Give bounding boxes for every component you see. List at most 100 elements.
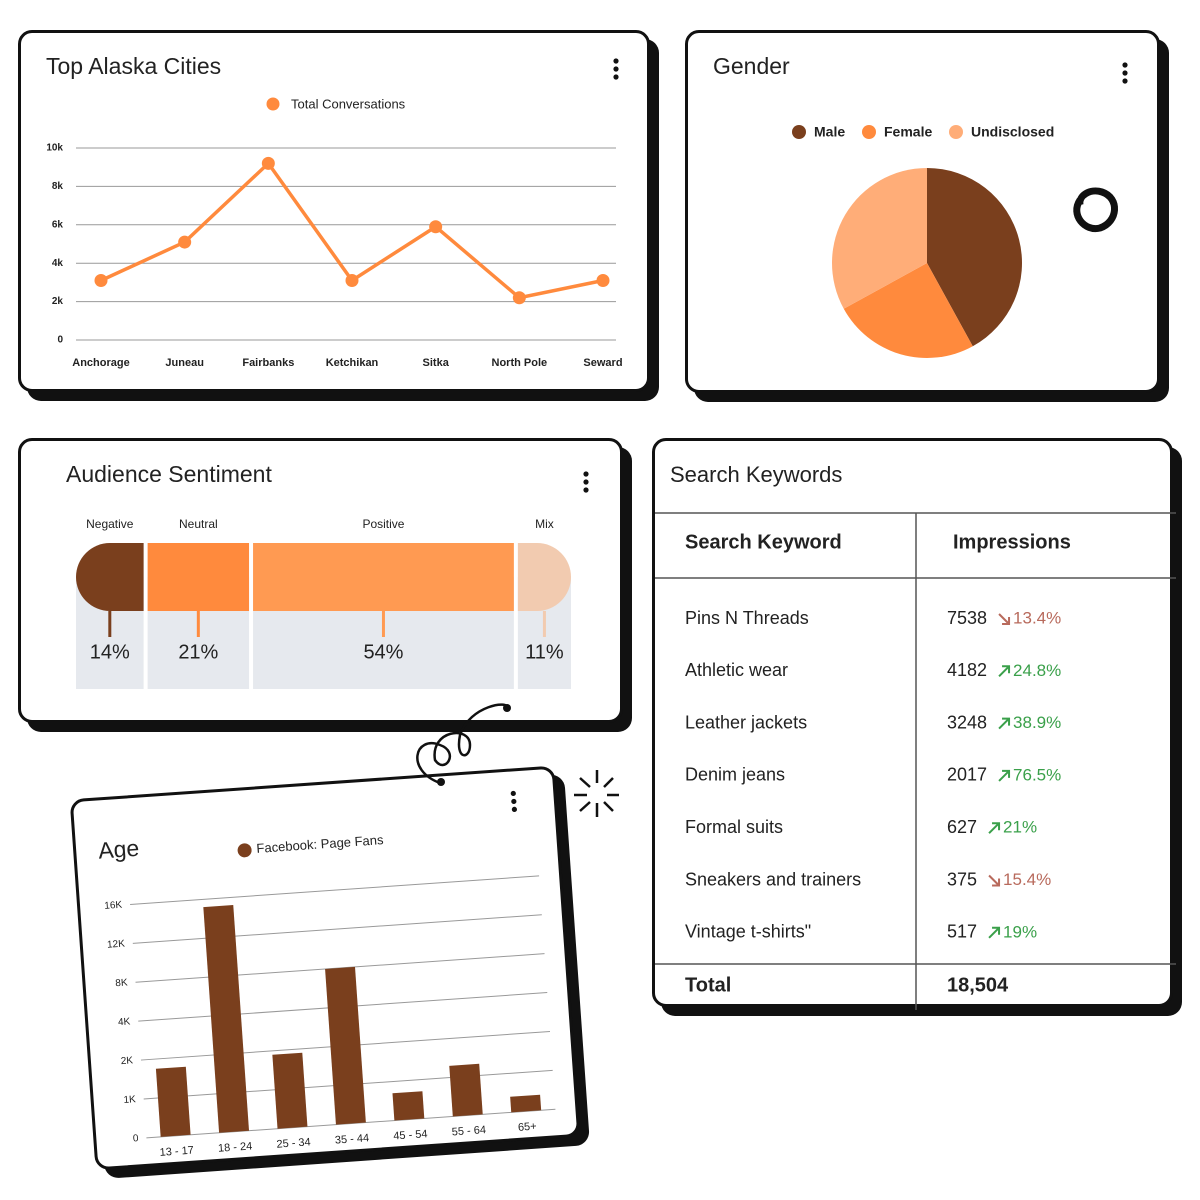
x-tick-label: Sitka [423,357,450,369]
chart-title: Gender [713,53,790,79]
table-title: Search Keywords [670,462,842,487]
legend-label: Facebook: Page Fans [256,832,384,856]
legend-swatch [266,97,280,111]
bar [392,1091,425,1121]
legend-label: Female [884,124,932,140]
impressions-cell: 517 [947,922,977,942]
sentiment-segment [147,543,250,611]
category-label: Positive [362,517,404,531]
change-cell: 21% [1003,818,1037,837]
grid-line [132,914,542,944]
impressions-cell: 627 [947,817,977,837]
value-label: 54% [363,641,403,663]
data-point [429,220,443,234]
sentiment-segment [253,543,514,611]
cities-card: Top Alaska Cities Total Conversations 0 2k 4… [18,30,650,392]
trend-arrow [998,717,1011,730]
total-value: 18,504 [947,974,1009,996]
change-cell: 19% [1003,922,1037,941]
x-tick-label: 25 - 34 [276,1136,311,1150]
trend-arrow [998,769,1011,782]
sentiment-segment [517,543,571,611]
sentiment-card: Audience Sentiment Negative 14% Neutral 21% P… [18,438,623,723]
menu-button[interactable] [583,471,589,493]
y-tick-label: 2k [52,296,64,307]
keywords-card: Search Keywords Search Keyword Impressions… [652,438,1176,1010]
x-tick-label: 55 - 64 [451,1124,486,1138]
menu-dot [583,479,589,485]
bar [155,1066,191,1137]
menu-button[interactable] [1122,62,1128,84]
y-tick-label: 8K [115,977,128,989]
menu-dot [510,790,516,797]
chart-title: Age [97,835,140,864]
impressions-cell: 3248 [947,712,987,732]
y-tick-label: 8k [52,181,64,192]
chart-title: Top Alaska Cities [46,53,221,79]
y-tick-label: 4k [52,258,64,269]
x-tick-label: North Pole [492,357,548,369]
menu-dot [613,66,619,72]
bar [203,905,250,1133]
legend-label: Male [814,124,845,140]
menu-button[interactable] [613,58,619,80]
spark-doodle [574,770,619,817]
y-tick-label: 0 [57,335,63,346]
pie-slice [927,168,1022,347]
legend-label: Undisclosed [971,124,1054,140]
x-tick-label: Anchorage [72,357,129,369]
legend-swatch [237,843,252,858]
category-label: Negative [86,517,134,531]
card-canvas: Age Facebook: Page Fans 0 1K 2K 4K 8K 12K 16K 13 … [97,790,556,1159]
grid-line [130,875,540,905]
y-tick-label: 0 [133,1133,140,1144]
y-tick-label: 6k [52,219,64,230]
card-canvas: Audience Sentiment Negative 14% Neutral 21% P… [66,461,589,689]
bar [449,1063,483,1117]
bar [325,966,366,1125]
keyword-cell: Formal suits [685,817,783,837]
menu-dot [1122,70,1128,76]
bar [272,1052,308,1129]
trend-arrow [988,874,1001,887]
menu-dot [511,806,517,813]
impressions-cell: 7538 [947,608,987,628]
keyword-cell: Pins N Threads [685,608,809,628]
keyword-cell: Vintage t-shirts" [685,922,811,942]
legend-swatch [862,125,876,139]
x-tick-label: Fairbanks [242,357,294,369]
gender-card: Gender Male Female Undisclosed [685,30,1160,393]
y-tick-label: 4K [118,1016,131,1028]
value-label: 14% [90,641,130,663]
pie-slice [843,263,973,358]
legend-swatch [792,125,806,139]
impressions-cell: 2017 [947,765,987,785]
card-canvas: Gender Male Female Undisclosed [713,53,1128,358]
category-label: Neutral [179,517,218,531]
age-card: Age Facebook: Page Fans 0 1K 2K 4K 8K 12K 16K 13 … [69,765,581,1171]
keyword-cell: Athletic wear [685,660,788,680]
data-point [178,235,192,249]
change-cell: 76.5% [1013,765,1061,784]
legend-swatch [949,125,963,139]
value-label: 11% [525,641,564,663]
y-tick-label: 1K [123,1094,136,1106]
menu-dot [1122,62,1128,68]
trend-arrow [998,665,1011,678]
change-cell: 15.4% [1003,870,1051,889]
impressions-cell: 375 [947,869,977,889]
y-tick-label: 10k [46,143,63,154]
x-tick-label: 13 - 17 [159,1145,194,1159]
column-header: Search Keyword [685,531,842,553]
trend-arrow [988,926,1001,939]
bar [510,1094,542,1113]
x-tick-label: 35 - 44 [335,1132,370,1146]
change-cell: 24.8% [1013,661,1061,680]
menu-dot [1122,78,1128,84]
impressions-cell: 4182 [947,660,987,680]
menu-button[interactable] [510,790,518,813]
data-point [596,273,610,287]
card-canvas: Top Alaska Cities Total Conversations 0 2k 4… [46,53,623,369]
data-point [345,273,359,287]
menu-dot [613,58,619,64]
